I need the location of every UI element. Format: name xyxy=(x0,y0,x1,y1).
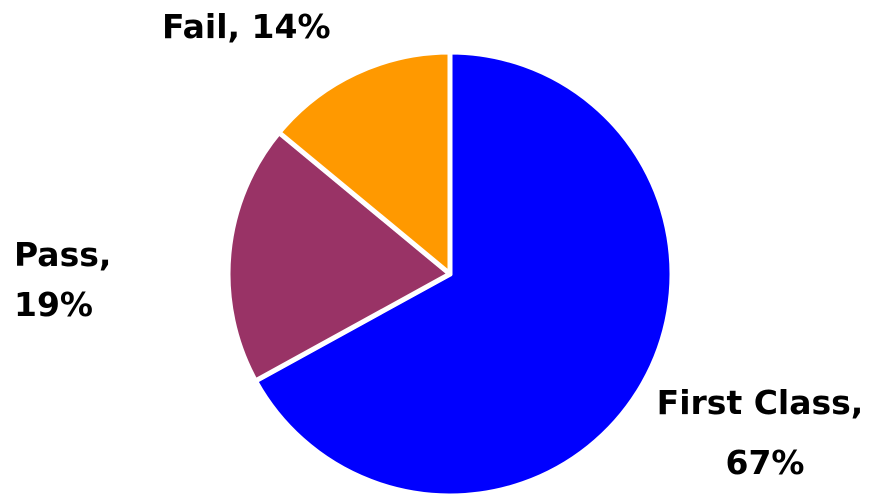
data-label-fail: Fail, 14% xyxy=(162,7,331,46)
data-label-first-class-value: 67% xyxy=(726,443,805,482)
data-label-pass-value: 19% xyxy=(14,285,93,324)
data-label-first-class-name: First Class, xyxy=(657,383,864,422)
pie-slice-fail xyxy=(276,49,453,277)
pie-slice-first-class xyxy=(252,49,675,499)
pie-data-labels: First Class, 67% Pass, 19% Fail, 14% xyxy=(14,7,863,482)
data-label-first-class: First Class, 67% xyxy=(657,383,864,482)
data-label-pass: Pass, 19% xyxy=(14,235,111,324)
data-label-fail-name: Fail, 14% xyxy=(162,7,331,46)
data-label-pass-name: Pass, xyxy=(14,235,111,274)
pie-slice-pass xyxy=(225,129,453,384)
pie-slices xyxy=(225,49,675,499)
